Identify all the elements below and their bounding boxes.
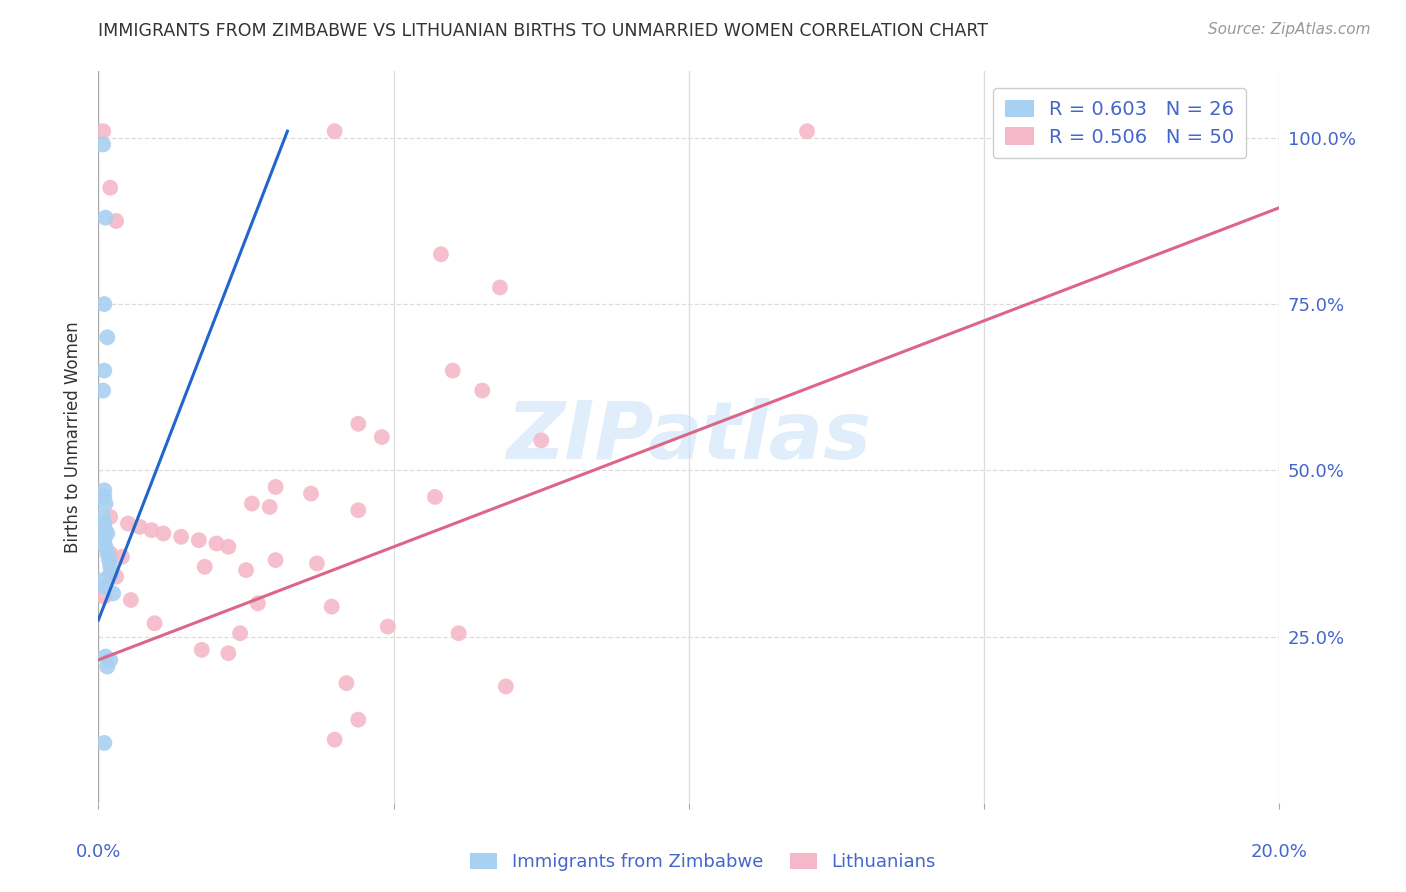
Text: IMMIGRANTS FROM ZIMBABWE VS LITHUANIAN BIRTHS TO UNMARRIED WOMEN CORRELATION CHA: IMMIGRANTS FROM ZIMBABWE VS LITHUANIAN B… <box>98 22 988 40</box>
Legend: R = 0.603   N = 26, R = 0.506   N = 50: R = 0.603 N = 26, R = 0.506 N = 50 <box>993 88 1246 158</box>
Point <box>93 516 115 531</box>
Point <box>347 713 370 727</box>
Point <box>143 616 166 631</box>
Point <box>447 626 470 640</box>
Point <box>93 580 115 594</box>
Point <box>96 330 118 344</box>
Point <box>495 680 517 694</box>
Text: ZIPatlas: ZIPatlas <box>506 398 872 476</box>
Point <box>103 586 125 600</box>
Point <box>111 549 134 564</box>
Point <box>305 557 328 571</box>
Point <box>152 526 174 541</box>
Point <box>94 540 117 554</box>
Text: Source: ZipAtlas.com: Source: ZipAtlas.com <box>1208 22 1371 37</box>
Point <box>93 363 115 377</box>
Point <box>91 573 114 587</box>
Point <box>94 211 117 225</box>
Point <box>489 280 512 294</box>
Point <box>377 619 399 633</box>
Point <box>264 553 287 567</box>
Point <box>93 490 115 504</box>
Point <box>100 566 122 581</box>
Text: 0.0%: 0.0% <box>76 843 121 861</box>
Point <box>105 214 128 228</box>
Point <box>91 509 114 524</box>
Point <box>128 520 150 534</box>
Point <box>430 247 453 261</box>
Point <box>323 124 346 138</box>
Point <box>91 384 114 398</box>
Point <box>323 732 346 747</box>
Point <box>96 546 118 560</box>
Point <box>441 363 464 377</box>
Point <box>141 523 163 537</box>
Point <box>170 530 193 544</box>
Point <box>94 497 117 511</box>
Point <box>93 297 115 311</box>
Point <box>93 483 115 498</box>
Point <box>299 486 322 500</box>
Legend: Immigrants from Zimbabwe, Lithuanians: Immigrants from Zimbabwe, Lithuanians <box>463 846 943 879</box>
Point <box>217 646 239 660</box>
Point <box>796 124 818 138</box>
Point <box>246 596 269 610</box>
Point <box>347 417 370 431</box>
Point <box>240 497 263 511</box>
Point <box>96 659 118 673</box>
Point <box>187 533 209 548</box>
Point <box>98 566 121 581</box>
Point <box>259 500 281 514</box>
Point <box>91 124 114 138</box>
Text: 20.0%: 20.0% <box>1251 843 1308 861</box>
Point <box>371 430 394 444</box>
Point <box>321 599 343 614</box>
Point <box>91 137 114 152</box>
Point <box>98 559 121 574</box>
Point <box>117 516 139 531</box>
Point <box>94 523 117 537</box>
Point <box>98 553 121 567</box>
Point <box>98 546 121 560</box>
Point <box>423 490 446 504</box>
Point <box>93 736 115 750</box>
Point <box>205 536 228 550</box>
Point <box>120 593 142 607</box>
Point <box>98 653 121 667</box>
Point <box>347 503 370 517</box>
Y-axis label: Births to Unmarried Women: Births to Unmarried Women <box>65 321 83 553</box>
Point <box>194 559 217 574</box>
Point <box>93 590 115 604</box>
Point <box>98 180 121 194</box>
Point <box>471 384 494 398</box>
Point <box>96 526 118 541</box>
Point <box>93 533 115 548</box>
Point <box>1080 128 1102 142</box>
Point <box>191 643 214 657</box>
Point <box>530 434 553 448</box>
Point <box>98 509 121 524</box>
Point <box>217 540 239 554</box>
Point <box>235 563 257 577</box>
Point <box>335 676 357 690</box>
Point <box>94 649 117 664</box>
Point <box>229 626 252 640</box>
Point <box>105 570 128 584</box>
Point <box>264 480 287 494</box>
